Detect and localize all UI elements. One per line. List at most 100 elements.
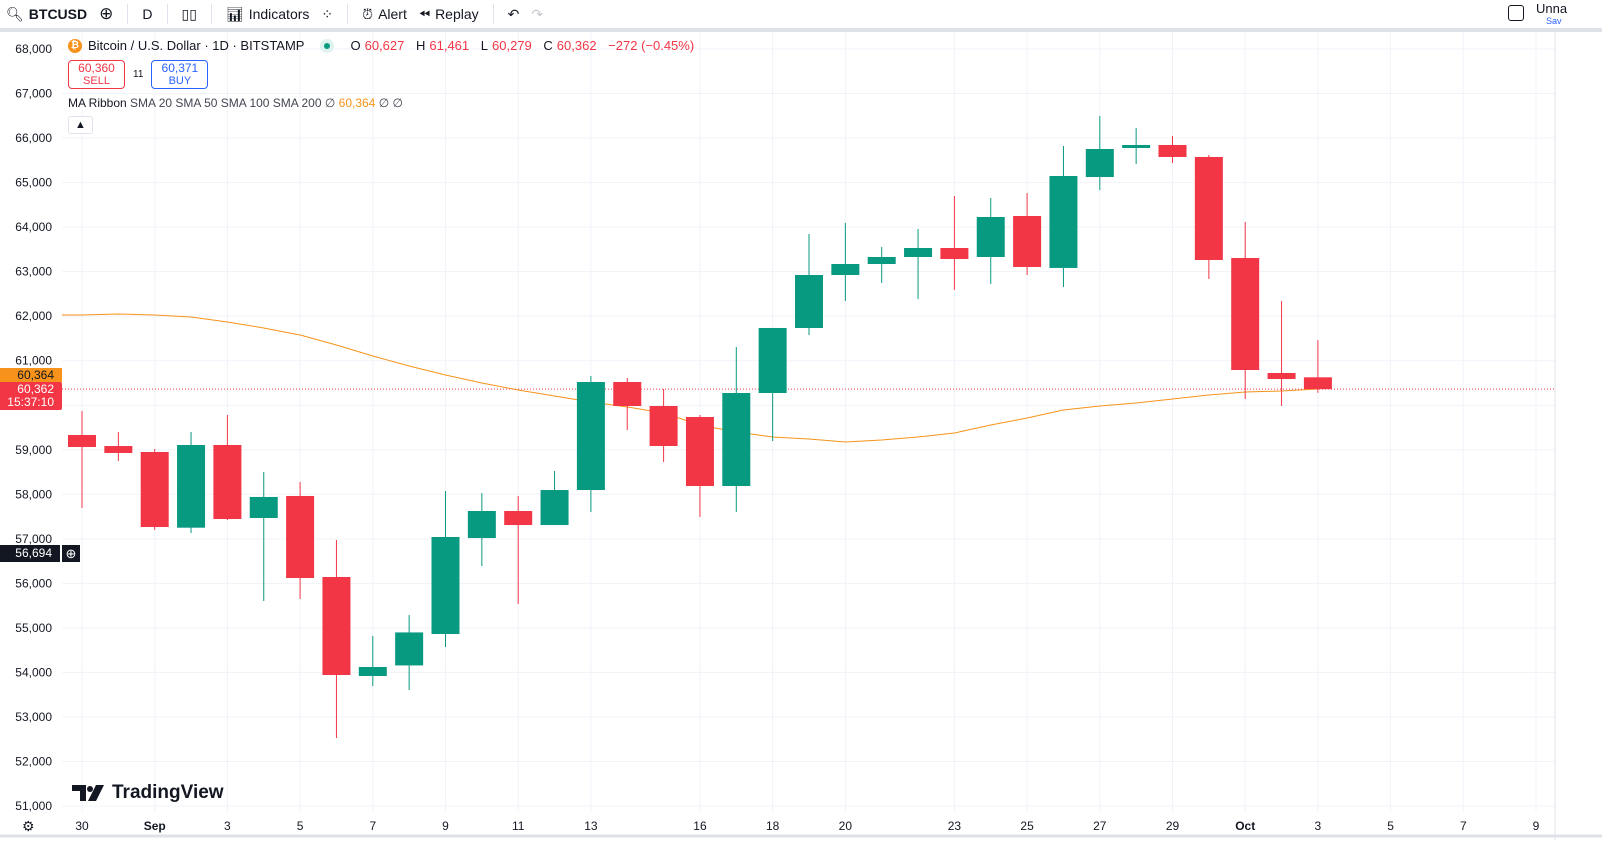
alert-button[interactable]: ⏰︎ Alert: [362, 5, 407, 23]
x-tick-label: 11: [512, 819, 525, 833]
search-icon: 🔍︎: [6, 5, 24, 22]
compare-symbol-button[interactable]: ⊕: [93, 0, 119, 28]
candle-down: [322, 576, 351, 676]
candle-down: [504, 510, 533, 526]
tradingview-logo-icon: [72, 785, 104, 801]
candle-up: [540, 490, 569, 526]
candle-down: [286, 495, 315, 579]
top-toolbar: 🔍︎ BTCUSD ⊕ D ▯▯ 📊︎ Indicators ⁘ ⏰︎ Alert …: [0, 0, 1602, 28]
candle-up: [358, 666, 387, 676]
candle-down: [613, 381, 642, 406]
candle-up: [467, 510, 496, 539]
candle-down: [140, 451, 169, 527]
layout-area: Unna Sav: [1508, 1, 1568, 27]
grid-icon: ⁘: [321, 5, 334, 22]
templates-button[interactable]: ⁘: [315, 0, 339, 28]
interval-button[interactable]: D: [142, 6, 153, 22]
candle-down: [1231, 257, 1260, 371]
candle-down: [1158, 145, 1187, 157]
symbol-search-button[interactable]: 🔍︎ BTCUSD: [6, 5, 88, 23]
ohlc-values: O 60,627 H 61,461 L 60,279 C 60,362 −272 (−0…: [350, 38, 695, 53]
redo-button[interactable]: ↷: [525, 0, 549, 28]
candle-down: [213, 445, 242, 520]
undo-icon: ↶: [507, 5, 520, 22]
divider: [347, 4, 349, 24]
candle-up: [904, 248, 933, 257]
x-tick-label: Sep: [144, 819, 166, 833]
x-tick-label: 3: [1315, 819, 1322, 833]
candle-up: [249, 496, 278, 518]
series-legend: ₿ Bitcoin / U.S. Dollar · 1D · BITSTAMP …: [68, 38, 698, 53]
tradingview-logo[interactable]: TradingView: [72, 782, 224, 804]
indicators-button[interactable]: 📊︎ Indicators: [225, 5, 310, 23]
x-tick-label: 5: [1387, 819, 1394, 833]
x-tick-label: 30: [75, 819, 89, 833]
x-tick-label: 13: [584, 819, 598, 833]
candle-up: [1122, 145, 1151, 148]
x-tick-label: 7: [369, 819, 376, 833]
candle-up: [831, 263, 860, 275]
indicators-icon: 📊︎: [225, 5, 244, 22]
chart-type-button[interactable]: ▯▯: [176, 0, 203, 28]
x-tick-label: 27: [1093, 819, 1107, 833]
y-tick-label: 61,000: [15, 354, 52, 368]
y-tick-label: 67,000: [15, 87, 52, 101]
x-tick-label: 16: [693, 819, 707, 833]
y-tick-label: 57,000: [15, 532, 52, 546]
crosshair-price-label: 56,694: [0, 545, 60, 562]
y-tick-label: 68,000: [15, 42, 52, 56]
candle-up: [576, 381, 605, 491]
x-tick-label: 23: [948, 819, 962, 833]
x-tick-label: Oct: [1235, 819, 1255, 833]
y-tick-label: 55,000: [15, 621, 52, 635]
fullscreen-icon[interactable]: [1508, 5, 1524, 21]
toolbar-divider: [0, 28, 1602, 32]
trade-buttons: 60,360 SELL 11 60,371 BUY: [68, 60, 209, 89]
y-tick-label: 53,000: [15, 710, 52, 724]
x-tick-label: 5: [297, 819, 304, 833]
candle-down: [1013, 215, 1042, 267]
ma-price-label: 60,364: [0, 368, 62, 382]
x-tick-label: 9: [442, 819, 449, 833]
y-tick-label: 63,000: [15, 265, 52, 279]
replay-button[interactable]: ⏪︎ Replay: [418, 5, 479, 23]
y-tick-label: 51,000: [15, 799, 52, 813]
y-tick-label: 54,000: [15, 665, 52, 679]
candle-up: [722, 392, 751, 487]
bitcoin-logo-icon: ₿: [68, 38, 82, 53]
x-tick-label: 7: [1460, 819, 1467, 833]
y-tick-label: 58,000: [15, 487, 52, 501]
candle-up: [867, 256, 896, 264]
chart-settings-gear-icon[interactable]: ⚙: [22, 818, 35, 834]
alarm-clock-icon: ⏰︎: [362, 5, 374, 22]
candle-down: [940, 248, 969, 260]
collapse-legend-button[interactable]: ▲: [68, 116, 93, 134]
indicator-legend[interactable]: MA Ribbon SMA 20 SMA 50 SMA 100 SMA 200 …: [68, 96, 403, 110]
y-tick-label: 62,000: [15, 309, 52, 323]
symbol-title[interactable]: Bitcoin / U.S. Dollar · 1D · BITSTAMP: [88, 38, 305, 53]
candle-up: [177, 445, 206, 528]
divider: [127, 4, 129, 24]
candle-up: [395, 632, 424, 666]
candle-up: [431, 537, 460, 634]
divider: [166, 4, 168, 24]
x-tick-label: 9: [1533, 819, 1540, 833]
rewind-icon: ⏪︎: [418, 5, 431, 22]
layout-name-button[interactable]: Unna Sav: [1536, 1, 1568, 26]
spread-value: 11: [133, 69, 144, 80]
y-tick-label: 65,000: [15, 176, 52, 190]
x-tick-label: 20: [839, 819, 853, 833]
undo-button[interactable]: ↶: [502, 0, 526, 28]
candle-up: [758, 327, 787, 393]
divider: [210, 4, 212, 24]
sell-button[interactable]: 60,360 SELL: [68, 60, 125, 89]
add-alert-plus-button[interactable]: ⊕: [62, 545, 80, 562]
y-tick-label: 66,000: [15, 131, 52, 145]
candles-icon: ▯▯: [181, 5, 197, 22]
chevron-up-icon: ▲: [75, 119, 86, 131]
candle-up: [1085, 149, 1114, 178]
candle-down: [1303, 377, 1332, 390]
buy-button[interactable]: 60,371 BUY: [151, 60, 209, 89]
y-tick-label: 59,000: [15, 443, 52, 457]
